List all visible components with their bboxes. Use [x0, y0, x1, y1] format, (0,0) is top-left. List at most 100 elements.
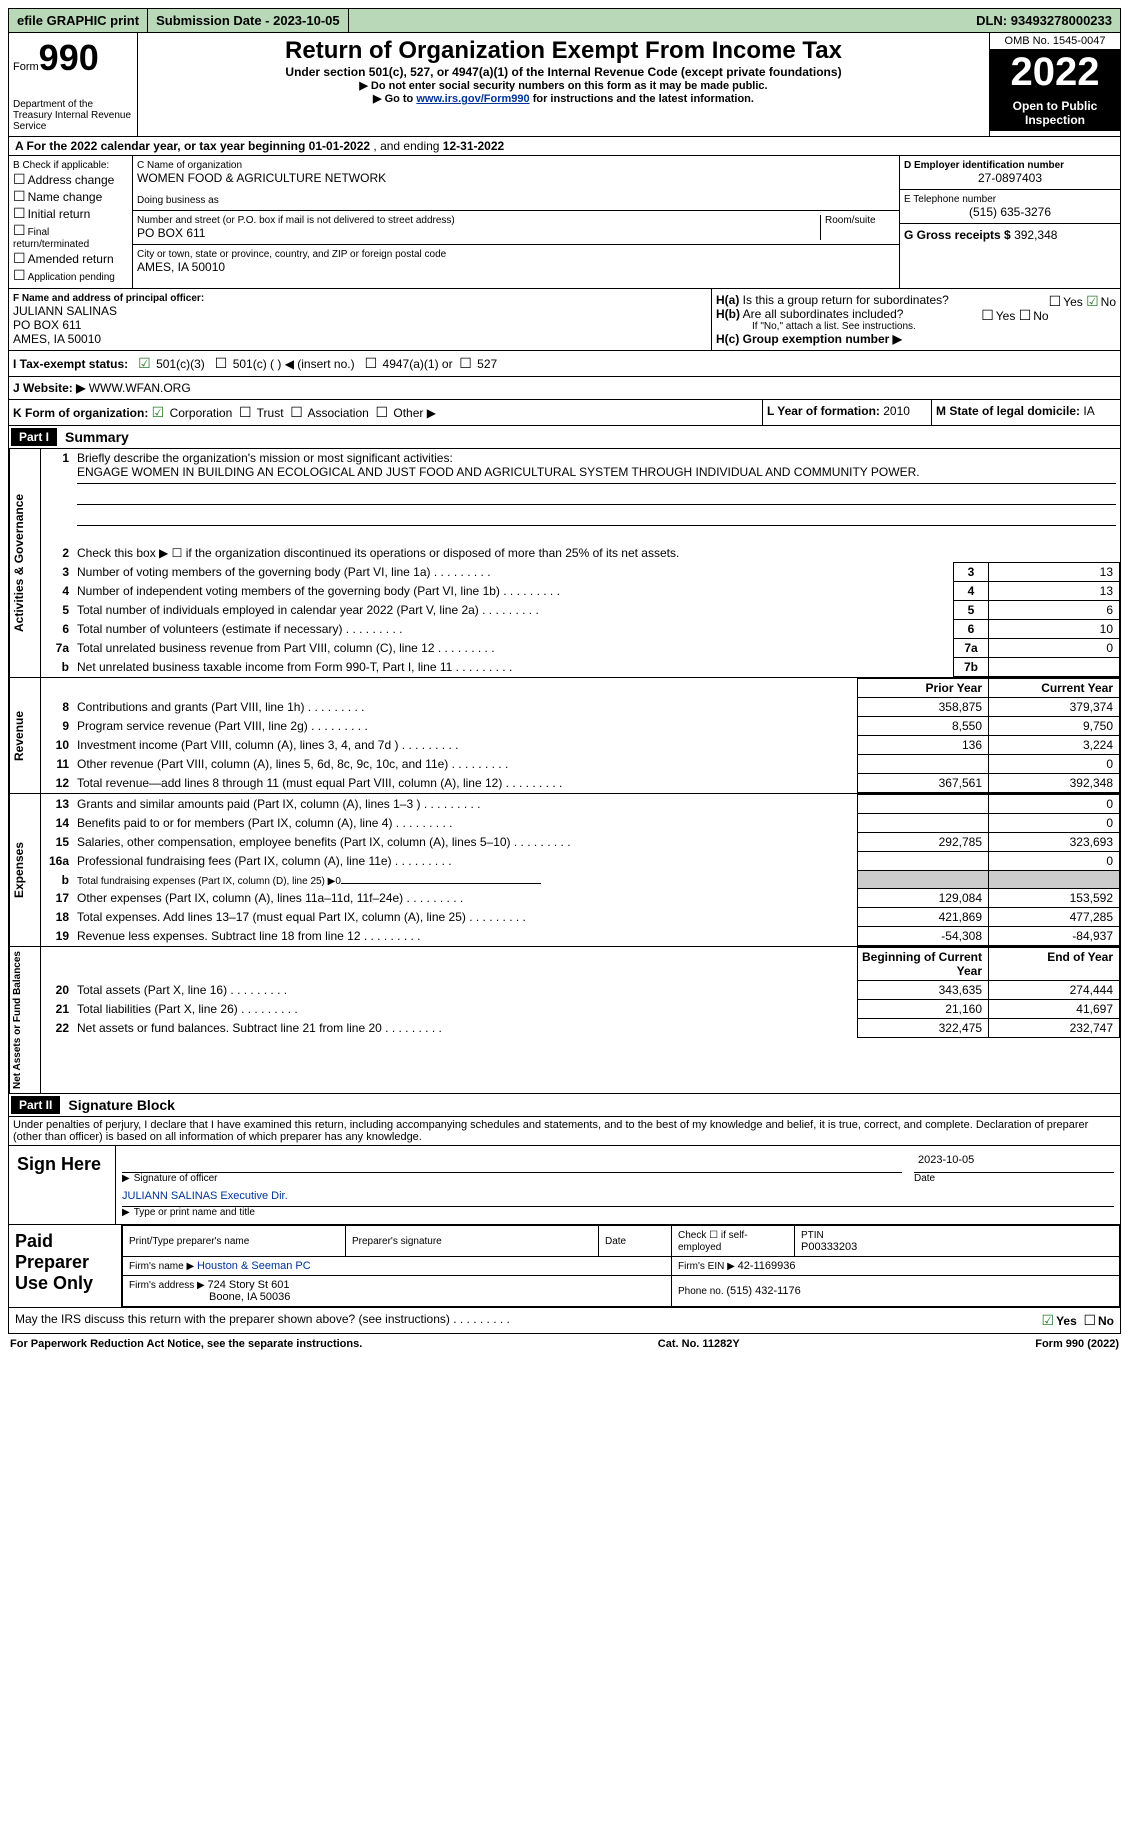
ptin: P00333203	[801, 1241, 857, 1253]
col-c-org-info: C Name of organization WOMEN FOOD & AGRI…	[133, 156, 899, 288]
irs-link[interactable]: www.irs.gov/Form990	[416, 93, 529, 105]
chk-app-pending[interactable]	[13, 272, 28, 283]
form-title: Return of Organization Exempt From Incom…	[142, 37, 985, 65]
part-1-header: Part I Summary	[8, 426, 1121, 449]
h-a: H(a) Is this a group return for subordin…	[716, 293, 1116, 307]
table-row: 19Revenue less expenses. Subtract line 1…	[41, 927, 1120, 946]
group-expenses: Expenses 13Grants and similar amounts pa…	[8, 794, 1121, 947]
row-a-tax-year: A For the 2022 calendar year, or tax yea…	[8, 137, 1121, 156]
col-b-checkboxes: B Check if applicable: Address change Na…	[9, 156, 133, 288]
chk-other[interactable]	[375, 406, 390, 420]
h-c: H(c) Group exemption number ▶	[716, 332, 1116, 346]
omb-number: OMB No. 1545-0047	[990, 33, 1120, 50]
ein: 27-0897403	[904, 171, 1116, 185]
group-activities-gov: Activities & Governance 1 Briefly descri…	[8, 449, 1121, 678]
officer-name: JULIANN SALINAS	[13, 304, 707, 318]
section-bcd: B Check if applicable: Address change Na…	[8, 156, 1121, 289]
sig-date: 2023-10-05	[914, 1154, 1114, 1173]
chk-amended-return[interactable]	[13, 252, 28, 266]
part-2-header: Part II Signature Block	[8, 1094, 1121, 1117]
instr-link: ▶ Go to www.irs.gov/Form990 for instruct…	[142, 92, 985, 105]
table-row: 9Program service revenue (Part VIII, lin…	[41, 717, 1120, 736]
table-row: bNet unrelated business taxable income f…	[41, 658, 1120, 677]
efile-label[interactable]: efile GRAPHIC print	[9, 9, 148, 32]
submission-date: Submission Date - 2023-10-05	[148, 9, 349, 32]
table-row: bTotal fundraising expenses (Part IX, co…	[41, 871, 1120, 889]
chk-final-return[interactable]	[13, 227, 28, 238]
officer-name-title[interactable]: JULIANN SALINAS Executive Dir.	[122, 1190, 288, 1202]
firm-addr1: 724 Story St 601	[208, 1279, 290, 1291]
state-domicile: IA	[1083, 404, 1094, 418]
ha-no[interactable]	[1086, 295, 1101, 309]
table-row: 21Total liabilities (Part X, line 26)21,…	[41, 1000, 1120, 1019]
group-net-assets: Net Assets or Fund Balances Beginning of…	[8, 947, 1121, 1094]
chk-501c[interactable]	[215, 357, 230, 371]
table-row: 5Total number of individuals employed in…	[41, 601, 1120, 620]
firm-addr2: Boone, IA 50036	[129, 1291, 290, 1303]
footer: For Paperwork Reduction Act Notice, see …	[8, 1334, 1121, 1354]
tax-year: 2022	[990, 50, 1120, 95]
table-row: 16aProfessional fundraising fees (Part I…	[41, 852, 1120, 871]
table-row: 13Grants and similar amounts paid (Part …	[41, 795, 1120, 814]
table-row: 8Contributions and grants (Part VIII, li…	[41, 698, 1120, 717]
firm-name[interactable]: Houston & Seeman PC	[197, 1260, 311, 1272]
table-row: 4Number of independent voting members of…	[41, 582, 1120, 601]
officer-addr2: AMES, IA 50010	[13, 332, 707, 346]
org-city: AMES, IA 50010	[137, 260, 895, 274]
table-row: 15Salaries, other compensation, employee…	[41, 833, 1120, 852]
org-name: WOMEN FOOD & AGRICULTURE NETWORK	[137, 171, 895, 185]
table-row: 6Total number of volunteers (estimate if…	[41, 620, 1120, 639]
chk-name-change[interactable]	[13, 190, 28, 204]
col-d-ein: D Employer identification number 27-0897…	[899, 156, 1120, 288]
discuss-no[interactable]	[1083, 1314, 1098, 1328]
phone: (515) 635-3276	[904, 205, 1116, 219]
open-inspection: Open to Public Inspection	[990, 95, 1120, 131]
table-row: 10Investment income (Part VIII, column (…	[41, 736, 1120, 755]
table-row: 3Number of voting members of the governi…	[41, 563, 1120, 582]
website: WWW.WFAN.ORG	[89, 381, 191, 395]
chk-address-change[interactable]	[13, 173, 28, 187]
form-header: Form990 Department of the Treasury Inter…	[8, 33, 1121, 137]
ha-yes[interactable]	[1049, 295, 1064, 309]
table-row: 20Total assets (Part X, line 16)343,6352…	[41, 981, 1120, 1000]
table-row: 17Other expenses (Part IX, column (A), l…	[41, 889, 1120, 908]
hb-no[interactable]	[1019, 309, 1034, 323]
form-number: Form990	[13, 37, 133, 79]
row-j: J Website: ▶ WWW.WFAN.ORG	[8, 377, 1121, 400]
sign-here-block: Sign Here Signature of officer 2023-10-0…	[8, 1145, 1121, 1225]
firm-phone: (515) 432-1176	[726, 1285, 800, 1297]
chk-4947[interactable]	[365, 357, 380, 371]
officer-addr1: PO BOX 611	[13, 318, 707, 332]
chk-assoc[interactable]	[290, 406, 305, 420]
paid-preparer-block: Paid Preparer Use Only Print/Type prepar…	[8, 1225, 1121, 1308]
table-row: 12Total revenue—add lines 8 through 11 (…	[41, 774, 1120, 793]
group-revenue: Revenue Prior YearCurrent Year 8Contribu…	[8, 678, 1121, 794]
gross-receipts: 392,348	[1014, 228, 1057, 242]
table-row: 18Total expenses. Add lines 13–17 (must …	[41, 908, 1120, 927]
penalty-text: Under penalties of perjury, I declare th…	[8, 1117, 1121, 1145]
table-row: 14Benefits paid to or for members (Part …	[41, 814, 1120, 833]
mission-text: ENGAGE WOMEN IN BUILDING AN ECOLOGICAL A…	[77, 465, 920, 479]
chk-initial-return[interactable]	[13, 207, 28, 221]
topbar: efile GRAPHIC print Submission Date - 20…	[8, 8, 1121, 33]
firm-ein: 42-1169936	[738, 1260, 796, 1272]
dept-treasury: Department of the Treasury Internal Reve…	[13, 99, 133, 132]
org-street: PO BOX 611	[137, 226, 816, 240]
dln: DLN: 93493278000233	[968, 9, 1120, 32]
row-f-h: F Name and address of principal officer:…	[8, 289, 1121, 351]
table-row: 11Other revenue (Part VIII, column (A), …	[41, 755, 1120, 774]
chk-trust[interactable]	[239, 406, 254, 420]
table-row: 7aTotal unrelated business revenue from …	[41, 639, 1120, 658]
discuss-yes[interactable]	[1042, 1314, 1057, 1328]
chk-501c3[interactable]	[138, 357, 153, 371]
chk-corp[interactable]	[152, 406, 167, 420]
table-row: 22Net assets or fund balances. Subtract …	[41, 1019, 1120, 1038]
discuss-row: May the IRS discuss this return with the…	[8, 1308, 1121, 1334]
year-formation: 2010	[883, 404, 910, 418]
chk-527[interactable]	[459, 357, 474, 371]
row-klm: K Form of organization: Corporation Trus…	[8, 400, 1121, 426]
hb-yes[interactable]	[981, 309, 996, 323]
form-subtitle: Under section 501(c), 527, or 4947(a)(1)…	[142, 65, 985, 79]
instr-ssn: ▶ Do not enter social security numbers o…	[142, 79, 985, 92]
row-i: I Tax-exempt status: 501(c)(3) 501(c) ( …	[8, 351, 1121, 377]
